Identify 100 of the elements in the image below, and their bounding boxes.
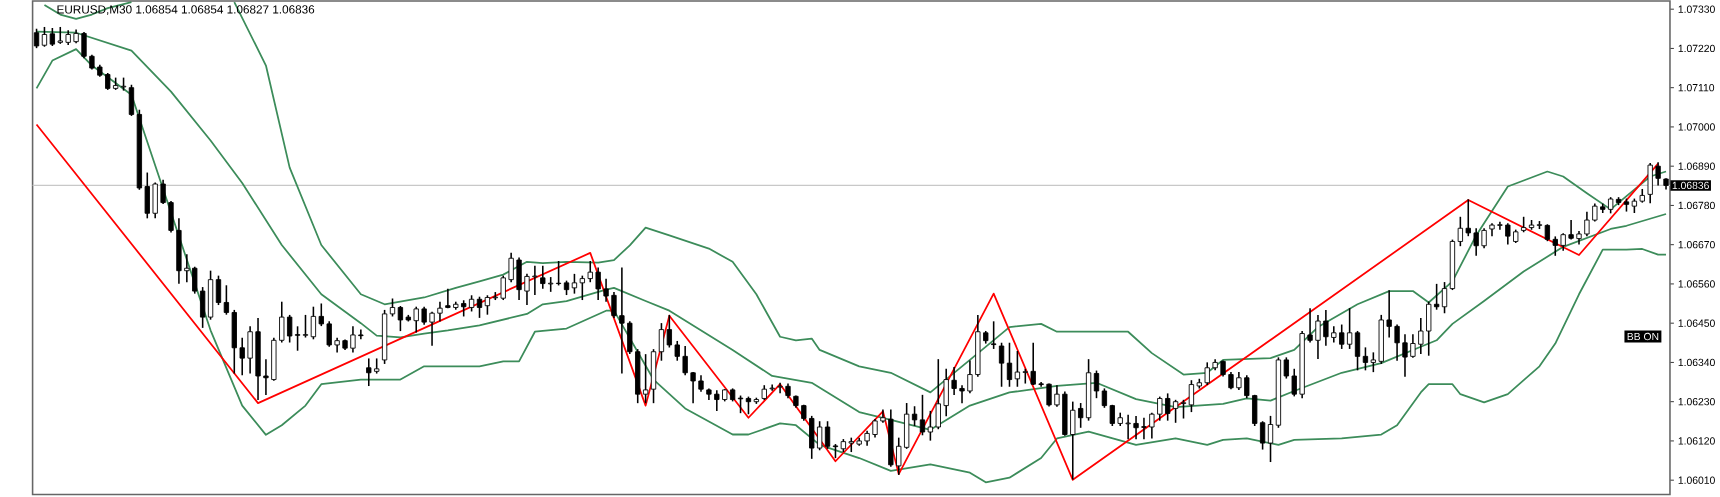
candlestick: [500, 275, 506, 300]
candlestick: [880, 409, 886, 423]
candlestick: [294, 326, 301, 351]
candlestick: [587, 260, 593, 283]
candlestick: [532, 265, 538, 295]
candlestick: [41, 26, 48, 47]
y-tick-label: 1.07220: [1678, 44, 1715, 52]
candlestick: [674, 340, 680, 361]
candlestick: [160, 179, 166, 204]
candlestick: [540, 265, 546, 289]
candlestick: [1133, 415, 1139, 440]
candlestick: [1307, 307, 1313, 343]
candlestick: [1259, 421, 1266, 450]
candlestick: [690, 371, 696, 403]
candlestick: [824, 421, 831, 449]
candlestick: [1394, 324, 1400, 361]
candlestick: [263, 358, 269, 395]
candlestick: [1172, 399, 1179, 423]
candlestick: [476, 296, 483, 318]
candlestick: [1244, 375, 1250, 398]
annotation: BB ON: [1627, 332, 1659, 340]
candlestick: [714, 390, 720, 411]
candlestick: [1354, 330, 1361, 371]
candlestick: [642, 353, 649, 403]
candlestick: [1267, 415, 1274, 462]
candlestick: [1165, 393, 1171, 421]
ref-line-label: 1.06836: [1672, 181, 1709, 189]
candlestick: [1362, 347, 1369, 371]
candlestick: [1054, 385, 1060, 407]
candlestick: [1339, 324, 1345, 349]
candlestick: [967, 360, 973, 393]
candlestick: [1141, 417, 1147, 440]
line-series: [35, 30, 1667, 431]
candlestick: [911, 406, 918, 426]
candlestick: [1014, 350, 1021, 387]
candlestick: [1497, 221, 1503, 230]
candlestick: [1046, 383, 1052, 407]
candlestick: [1552, 236, 1558, 256]
candlestick: [1346, 307, 1353, 349]
candlestick: [1109, 404, 1115, 426]
candlestick: [1465, 199, 1471, 236]
candlestick: [350, 326, 356, 353]
y-tick-label: 1.06890: [1678, 162, 1715, 170]
candlestick: [397, 305, 404, 331]
candlestick: [1125, 414, 1131, 440]
candlestick: [1006, 342, 1013, 387]
candlestick: [1457, 216, 1464, 246]
candlestick: [1188, 380, 1195, 412]
candlestick: [769, 384, 775, 391]
candlestick: [81, 31, 87, 58]
candlestick: [1481, 228, 1487, 249]
y-tick-label: 1.06450: [1678, 319, 1715, 327]
candlestick: [927, 410, 934, 441]
candlestick: [579, 275, 585, 300]
candlestick: [413, 306, 419, 333]
candlestick: [1030, 342, 1036, 385]
line-series: [35, 123, 1659, 481]
candlestick: [223, 285, 230, 315]
candlestick: [445, 288, 451, 309]
candlestick: [358, 329, 364, 340]
y-tick-label: 1.06010: [1678, 476, 1715, 484]
candlestick: [1568, 219, 1574, 240]
candlestick: [429, 311, 435, 346]
candlestick: [666, 314, 672, 348]
candlestick: [1149, 412, 1155, 439]
candlestick: [619, 267, 625, 374]
candlestick: [310, 306, 317, 340]
candlestick: [279, 301, 285, 343]
candlestick: [1283, 357, 1289, 379]
candlestick: [658, 322, 665, 361]
candlestick: [951, 366, 957, 395]
candlestick: [326, 321, 332, 347]
candlestick: [1410, 333, 1416, 358]
y-tick-label: 1.06670: [1678, 240, 1715, 249]
y-tick-label: 1.07330: [1678, 5, 1715, 13]
candlestick: [1402, 333, 1408, 377]
candlestick: [1157, 396, 1163, 421]
candlestick: [1386, 290, 1392, 338]
candlestick: [959, 385, 965, 403]
candlestick: [239, 337, 245, 376]
candlestick: [184, 254, 190, 283]
candlestick: [1331, 326, 1337, 343]
candlestick: [896, 437, 902, 475]
candlestick: [1291, 368, 1297, 397]
candlestick: [611, 291, 617, 318]
candlestick: [919, 394, 926, 436]
candlestick: [192, 266, 198, 294]
candlestick: [437, 301, 443, 322]
candlestick: [1093, 370, 1100, 398]
candlestick: [215, 275, 222, 305]
candlestick: [524, 273, 530, 305]
candlestick: [816, 421, 823, 451]
candlestick: [571, 273, 578, 294]
y-tick-label: 1.06120: [1678, 437, 1715, 445]
candlestick: [935, 358, 941, 430]
candlestick: [1315, 314, 1321, 359]
candlestick: [777, 382, 783, 393]
candlestick: [1584, 211, 1590, 236]
candlestick: [603, 278, 609, 302]
candlestick: [991, 321, 997, 349]
